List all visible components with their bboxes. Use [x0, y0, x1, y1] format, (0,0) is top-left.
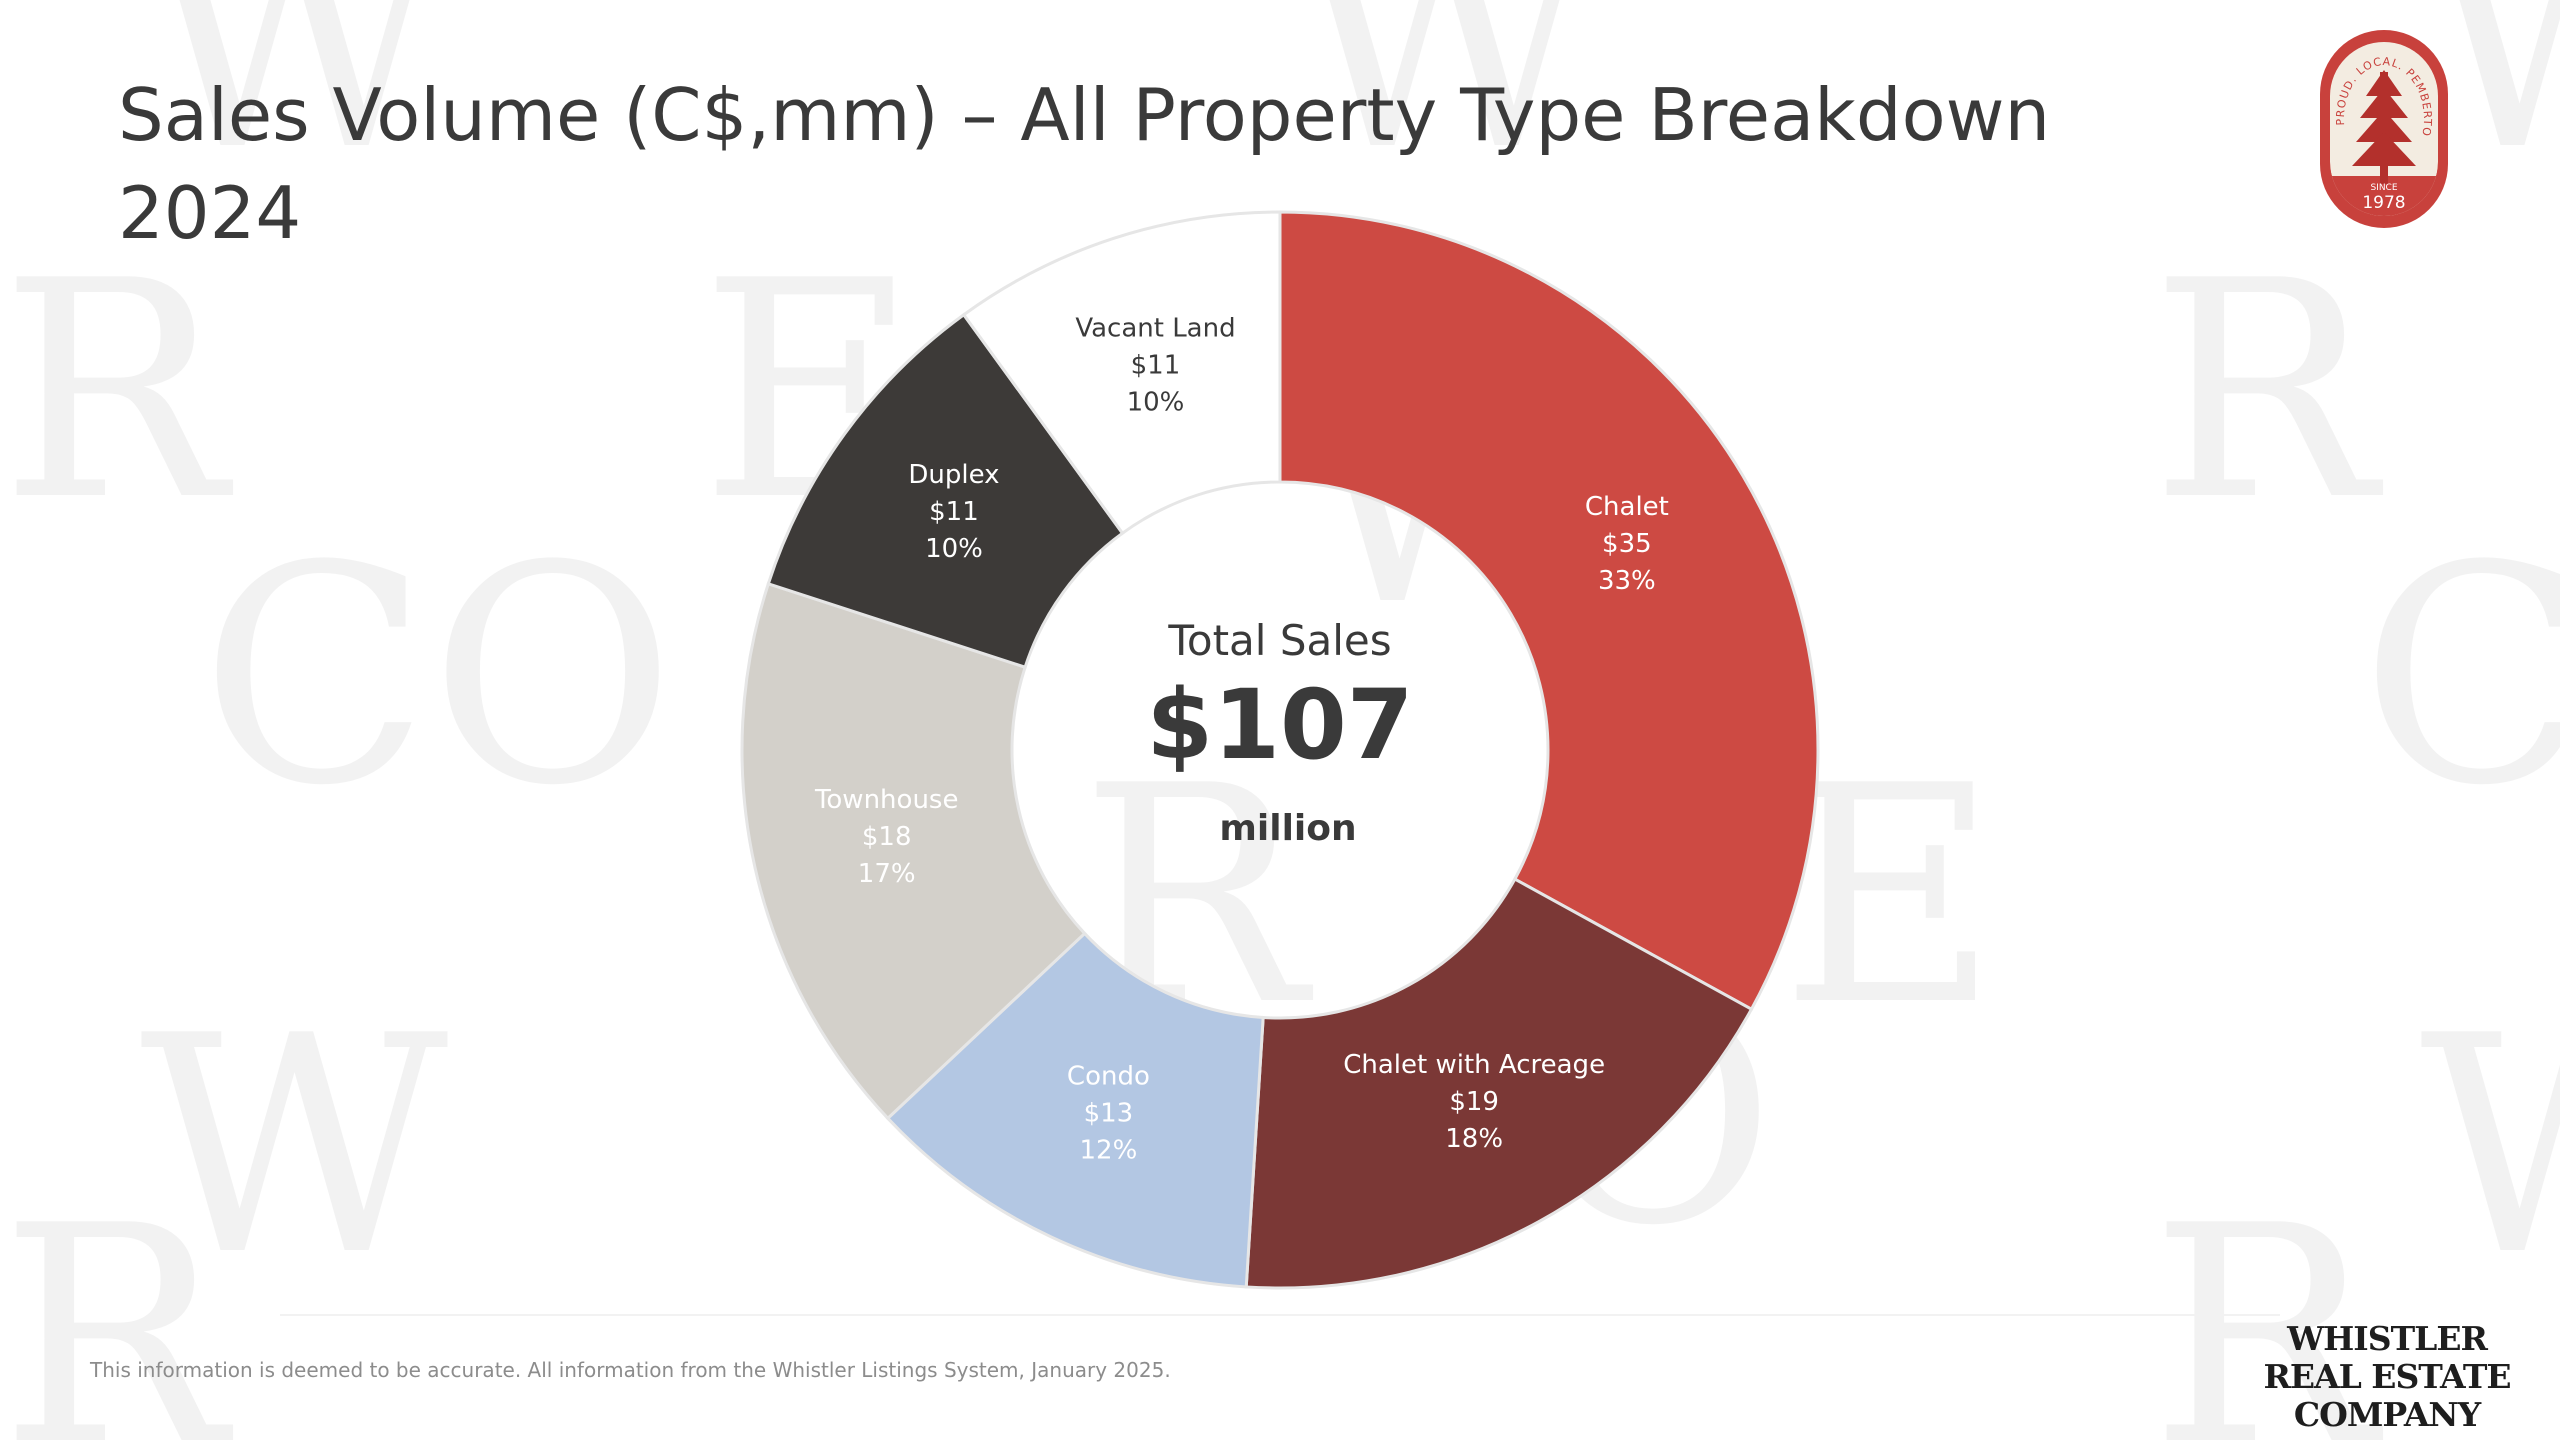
data-label-percent: 33% [1598, 566, 1656, 596]
watermark-letter: CO [2360, 502, 2560, 851]
watermark-letter: W [1290, 0, 1599, 216]
donut-slices [740, 210, 1820, 1290]
watermark-letter: R [2150, 1162, 2384, 1440]
data-label-value: $11 [1131, 351, 1181, 381]
watermark-letter: CO [200, 502, 676, 851]
badge-since: SINCE [2370, 183, 2397, 193]
data-label-value: $11 [929, 497, 979, 527]
footer-disclaimer: This information is deemed to be accurat… [90, 1358, 1171, 1382]
data-label-category: Townhouse [814, 785, 959, 815]
donut-slice-vacant-land [961, 210, 1282, 536]
badge-bottom-band [2330, 162, 2438, 216]
slide-title-line2: 2024 [118, 171, 302, 255]
total-sales-title: Total Sales [1168, 616, 1392, 665]
badge-year: 1978 [2362, 193, 2405, 213]
donut-slice-townhouse [740, 581, 1087, 1121]
data-label-category: Condo [1067, 1062, 1150, 1092]
total-sales-value: $107 [1146, 669, 1414, 781]
data-label-value: $18 [862, 822, 912, 852]
slide-title: Sales Volume (C$,mm) – All Property Type… [118, 66, 2050, 262]
company-logo-line2: REAL ESTATE [2263, 1357, 2511, 1396]
pemberton-badge-logo: PROUD. LOCAL. PEMBERTON SINCE 1978 [2316, 26, 2448, 228]
slide-title-line1: Sales Volume (C$,mm) – All Property Type… [118, 73, 2051, 157]
donut-labels: Chalet $35 33% Chalet with Acreage $19 18% Con… [814, 314, 1669, 1166]
donut-slice-chalet [1278, 210, 1820, 1012]
company-logo-line3: COMPANY [2293, 1395, 2481, 1434]
data-label-value: $19 [1449, 1087, 1499, 1117]
company-logo-line1: WHISTLER [2287, 1319, 2488, 1358]
data-label-category: Vacant Land [1075, 314, 1235, 344]
watermark-letter: W [140, 972, 449, 1321]
watermark-letter: W [2420, 972, 2560, 1321]
watermark-letter: R [0, 1162, 234, 1440]
data-label-category: Duplex [908, 460, 999, 490]
data-label-percent: 12% [1080, 1136, 1138, 1166]
donut-slice-condo [885, 931, 1265, 1289]
data-label-category: Chalet with Acreage [1343, 1050, 1605, 1080]
data-label-percent: 18% [1445, 1124, 1503, 1154]
data-label-percent: 10% [925, 534, 983, 564]
total-sales-unit: million [1219, 808, 1357, 849]
donut-slice-duplex [766, 312, 1125, 670]
data-label-category: Chalet [1585, 492, 1669, 522]
donut-slice-chalet-with-acreage [1244, 877, 1754, 1290]
company-logo-text: WHISTLER REAL ESTATE COMPANY [2262, 1320, 2512, 1434]
tree-icon [2352, 70, 2416, 184]
watermark-letter: W [140, 0, 449, 216]
data-label-value: $13 [1084, 1099, 1134, 1129]
watermark-letter: R [0, 217, 234, 566]
data-label-percent: 10% [1127, 388, 1185, 418]
footer-divider [280, 1314, 2280, 1316]
data-label-value: $35 [1602, 529, 1652, 559]
data-label-percent: 17% [858, 859, 916, 889]
watermark-letter: R [2150, 217, 2384, 566]
